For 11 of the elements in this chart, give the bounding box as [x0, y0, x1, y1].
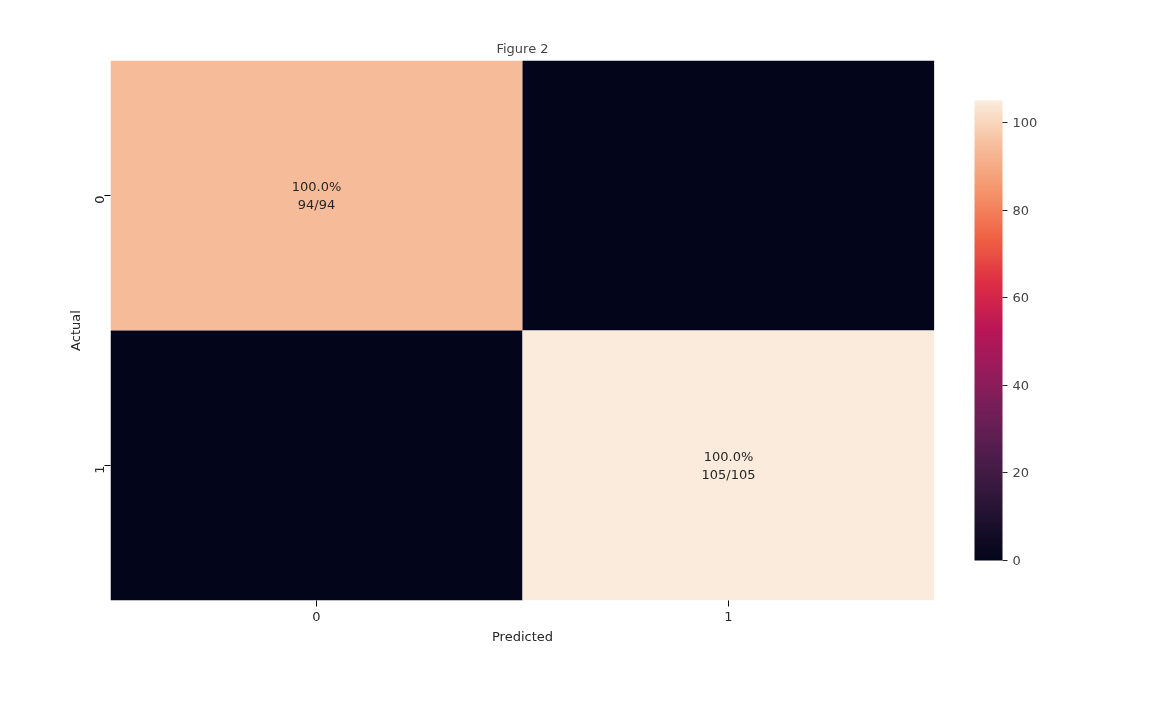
- data-label: 100.0% 105/105: [701, 449, 756, 482]
- color-bar-label: 20: [1012, 465, 1030, 481]
- y-axis-title: Actual: [67, 310, 83, 351]
- chart-title: Figure 2: [496, 40, 549, 56]
- color-bar-label: 60: [1012, 290, 1030, 306]
- data-label: 100.0% 94/94: [291, 179, 342, 212]
- color-bar-label: 80: [1012, 202, 1030, 218]
- x-axis-title: Predicted: [491, 628, 554, 644]
- color-bar-label: 0: [1012, 553, 1021, 568]
- color-bar-label: 40: [1012, 377, 1030, 393]
- color-bar-label: 100: [1012, 114, 1038, 130]
